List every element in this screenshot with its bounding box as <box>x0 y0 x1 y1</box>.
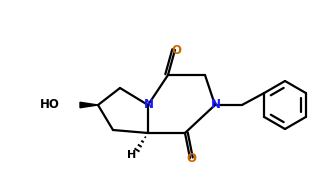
Text: N: N <box>211 98 221 112</box>
Text: O: O <box>171 44 181 56</box>
Text: N: N <box>144 98 154 112</box>
Polygon shape <box>80 102 98 108</box>
Text: H: H <box>127 150 137 160</box>
Text: HO: HO <box>40 98 60 112</box>
Text: O: O <box>186 152 196 164</box>
